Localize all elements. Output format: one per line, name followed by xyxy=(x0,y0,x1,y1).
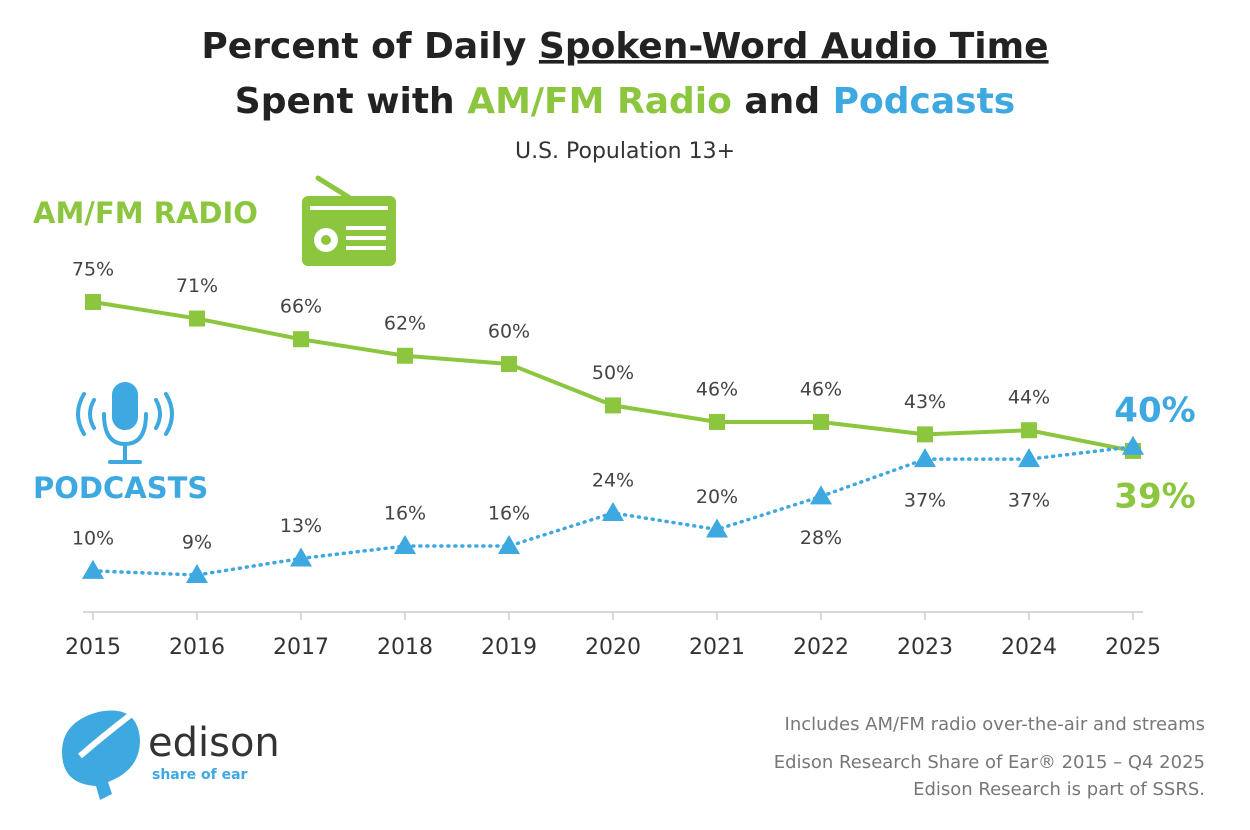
value-label: 13% xyxy=(280,515,322,537)
value-label: 16% xyxy=(488,503,530,525)
value-label: 75% xyxy=(72,259,114,281)
value-label: 37% xyxy=(904,490,946,512)
legend-label: PODCASTS xyxy=(33,471,208,505)
title-part: AM/FM Radio xyxy=(467,81,732,122)
point xyxy=(914,448,936,468)
point xyxy=(85,294,101,310)
chart-title-line-2: Spent with AM/FM Radio and Podcasts xyxy=(235,81,1015,122)
x-tick-label: 2021 xyxy=(689,635,745,660)
radio-icon xyxy=(302,175,396,266)
chart-title-line-1: Percent of Daily Spoken-Word Audio Time xyxy=(201,26,1048,67)
footnote: Includes AM/FM radio over-the-air and st… xyxy=(785,714,1205,735)
value-label: 60% xyxy=(488,321,530,343)
logo-name: edison xyxy=(148,720,280,766)
value-label: 62% xyxy=(384,312,426,334)
value-label: 43% xyxy=(904,391,946,413)
value-label: 50% xyxy=(592,362,634,384)
value-label: 66% xyxy=(280,296,322,318)
x-tick-label: 2025 xyxy=(1105,635,1161,660)
point xyxy=(709,413,725,430)
point xyxy=(810,485,832,505)
value-label: 9% xyxy=(182,532,212,554)
x-tick-label: 2022 xyxy=(793,635,849,660)
title-part: Spent with xyxy=(235,81,467,122)
x-tick-label: 2020 xyxy=(585,635,641,660)
legend-label: AM/FM RADIO xyxy=(33,196,258,230)
value-label: 46% xyxy=(800,378,842,400)
value-label: 71% xyxy=(176,275,218,297)
value-label-final: 40% xyxy=(1114,390,1195,430)
value-label: 24% xyxy=(592,469,634,491)
x-tick-label: 2018 xyxy=(377,635,433,660)
plot: 2015 2016 2017 2018 2019 2020 2021 2022 2023 2024… xyxy=(65,259,1196,661)
x-tick-label: 2019 xyxy=(481,635,537,660)
microphone-icon xyxy=(76,382,174,464)
subtitle: U.S. Population 13+ xyxy=(515,139,735,164)
point xyxy=(602,501,624,521)
point xyxy=(813,413,829,430)
x-tick-label: 2017 xyxy=(273,635,329,660)
value-label: 44% xyxy=(1008,387,1050,409)
point xyxy=(501,356,517,373)
point xyxy=(706,518,728,538)
point xyxy=(397,347,413,364)
value-label: 10% xyxy=(72,527,114,549)
point xyxy=(498,535,520,555)
point xyxy=(186,564,208,583)
x-tick-label: 2016 xyxy=(169,635,225,660)
point xyxy=(290,547,312,567)
point xyxy=(1021,422,1037,439)
title-part: and xyxy=(732,81,833,122)
value-label: 28% xyxy=(800,527,842,549)
point xyxy=(1122,435,1144,455)
point xyxy=(1018,448,1040,468)
logo-tagline: share of ear xyxy=(152,767,248,783)
x-tick-label: 2024 xyxy=(1001,635,1057,660)
logo: edison share of ear xyxy=(62,697,280,800)
point xyxy=(293,331,309,348)
footnote: Edison Research is part of SSRS. xyxy=(913,779,1205,800)
point xyxy=(605,397,621,414)
value-label: 20% xyxy=(696,486,738,508)
value-label: 46% xyxy=(696,378,738,400)
title-part: Podcasts xyxy=(833,81,1016,122)
notes: Includes AM/FM radio over-the-air and st… xyxy=(774,714,1205,800)
x-tick-label: 2023 xyxy=(897,635,953,660)
value-label-final: 39% xyxy=(1114,476,1195,516)
value-label: 37% xyxy=(1008,490,1050,512)
title-part: Percent of Daily xyxy=(201,26,538,67)
point xyxy=(82,559,104,579)
value-label: 16% xyxy=(384,503,426,525)
footnote: Edison Research Share of Ear® 2015 – Q4 … xyxy=(774,752,1205,773)
point xyxy=(917,426,933,443)
point xyxy=(189,310,205,327)
point xyxy=(394,535,416,555)
x-tick-label: 2015 xyxy=(65,635,121,660)
title-part: Spoken-Word Audio Time xyxy=(539,26,1049,67)
